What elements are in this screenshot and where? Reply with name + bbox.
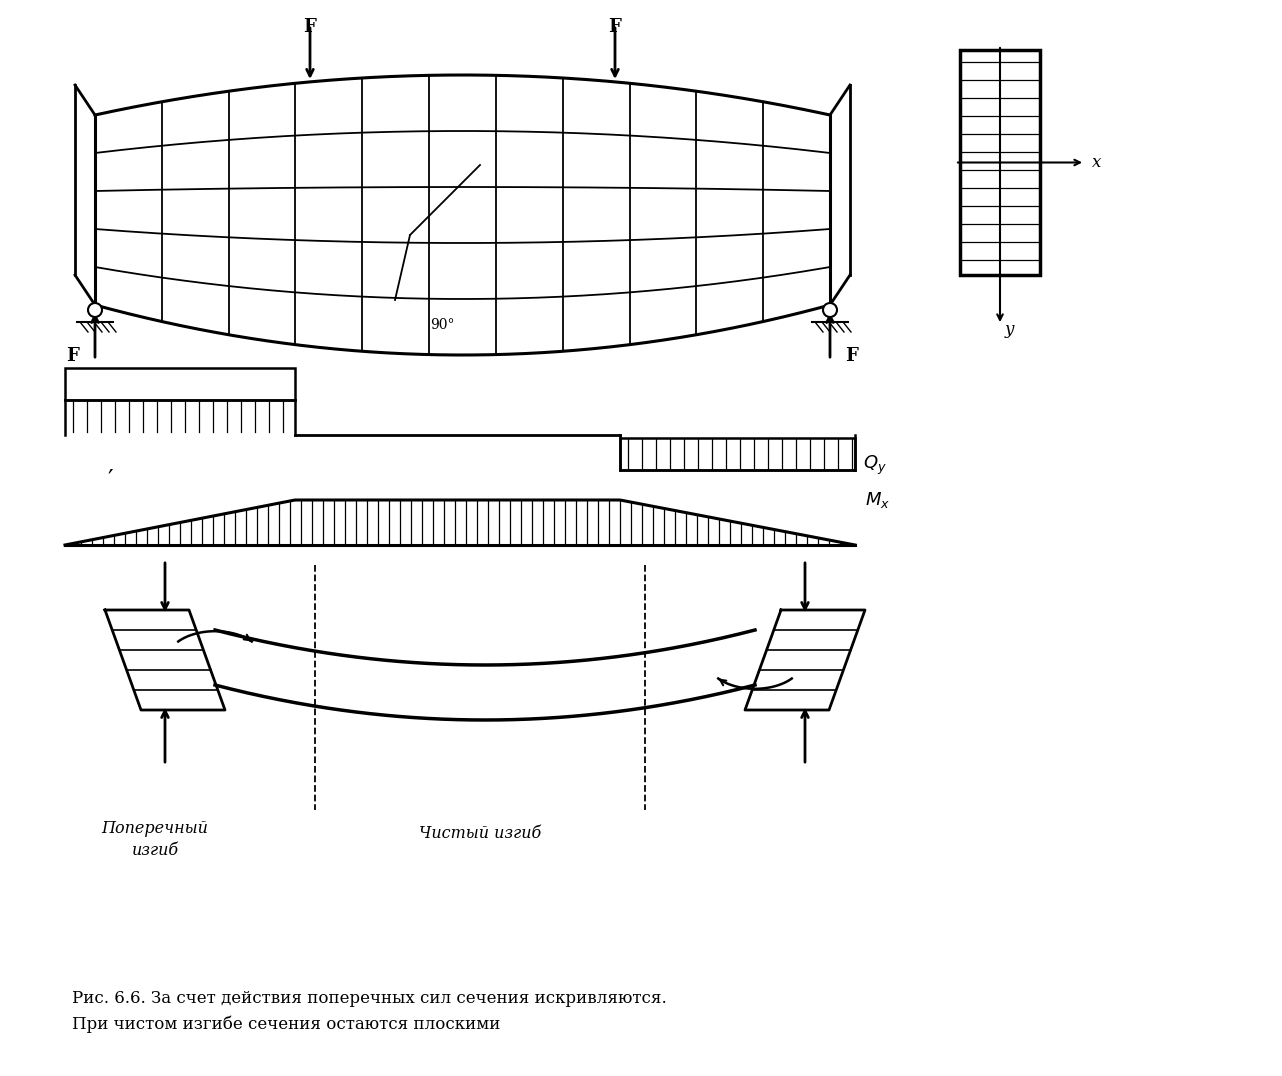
- Bar: [620, 438, 855, 470]
- Circle shape: [823, 303, 837, 317]
- Text: F: F: [609, 18, 622, 36]
- Text: F: F: [67, 346, 79, 365]
- Circle shape: [88, 303, 103, 317]
- Text: Рис. 6.6. За счет действия поперечных сил сечения искривляются.
При чистом изгиб: Рис. 6.6. За счет действия поперечных си…: [72, 990, 667, 1033]
- Text: $Q_y$: $Q_y$: [863, 453, 887, 477]
- Text: ′: ′: [108, 468, 113, 492]
- Text: x: x: [1092, 154, 1101, 171]
- Text: F: F: [304, 18, 317, 36]
- Bar: [65, 368, 295, 400]
- Text: 90°: 90°: [429, 318, 455, 332]
- Text: F: F: [846, 346, 859, 365]
- Text: $M_x$: $M_x$: [865, 490, 890, 510]
- Polygon shape: [65, 500, 855, 546]
- Text: Чистый изгиб: Чистый изгиб: [419, 825, 541, 843]
- Bar: [960, 49, 1040, 275]
- Polygon shape: [745, 610, 865, 710]
- Text: y: y: [1005, 322, 1014, 339]
- Text: Поперечный
изгиб: Поперечный изгиб: [101, 820, 209, 860]
- Polygon shape: [105, 610, 226, 710]
